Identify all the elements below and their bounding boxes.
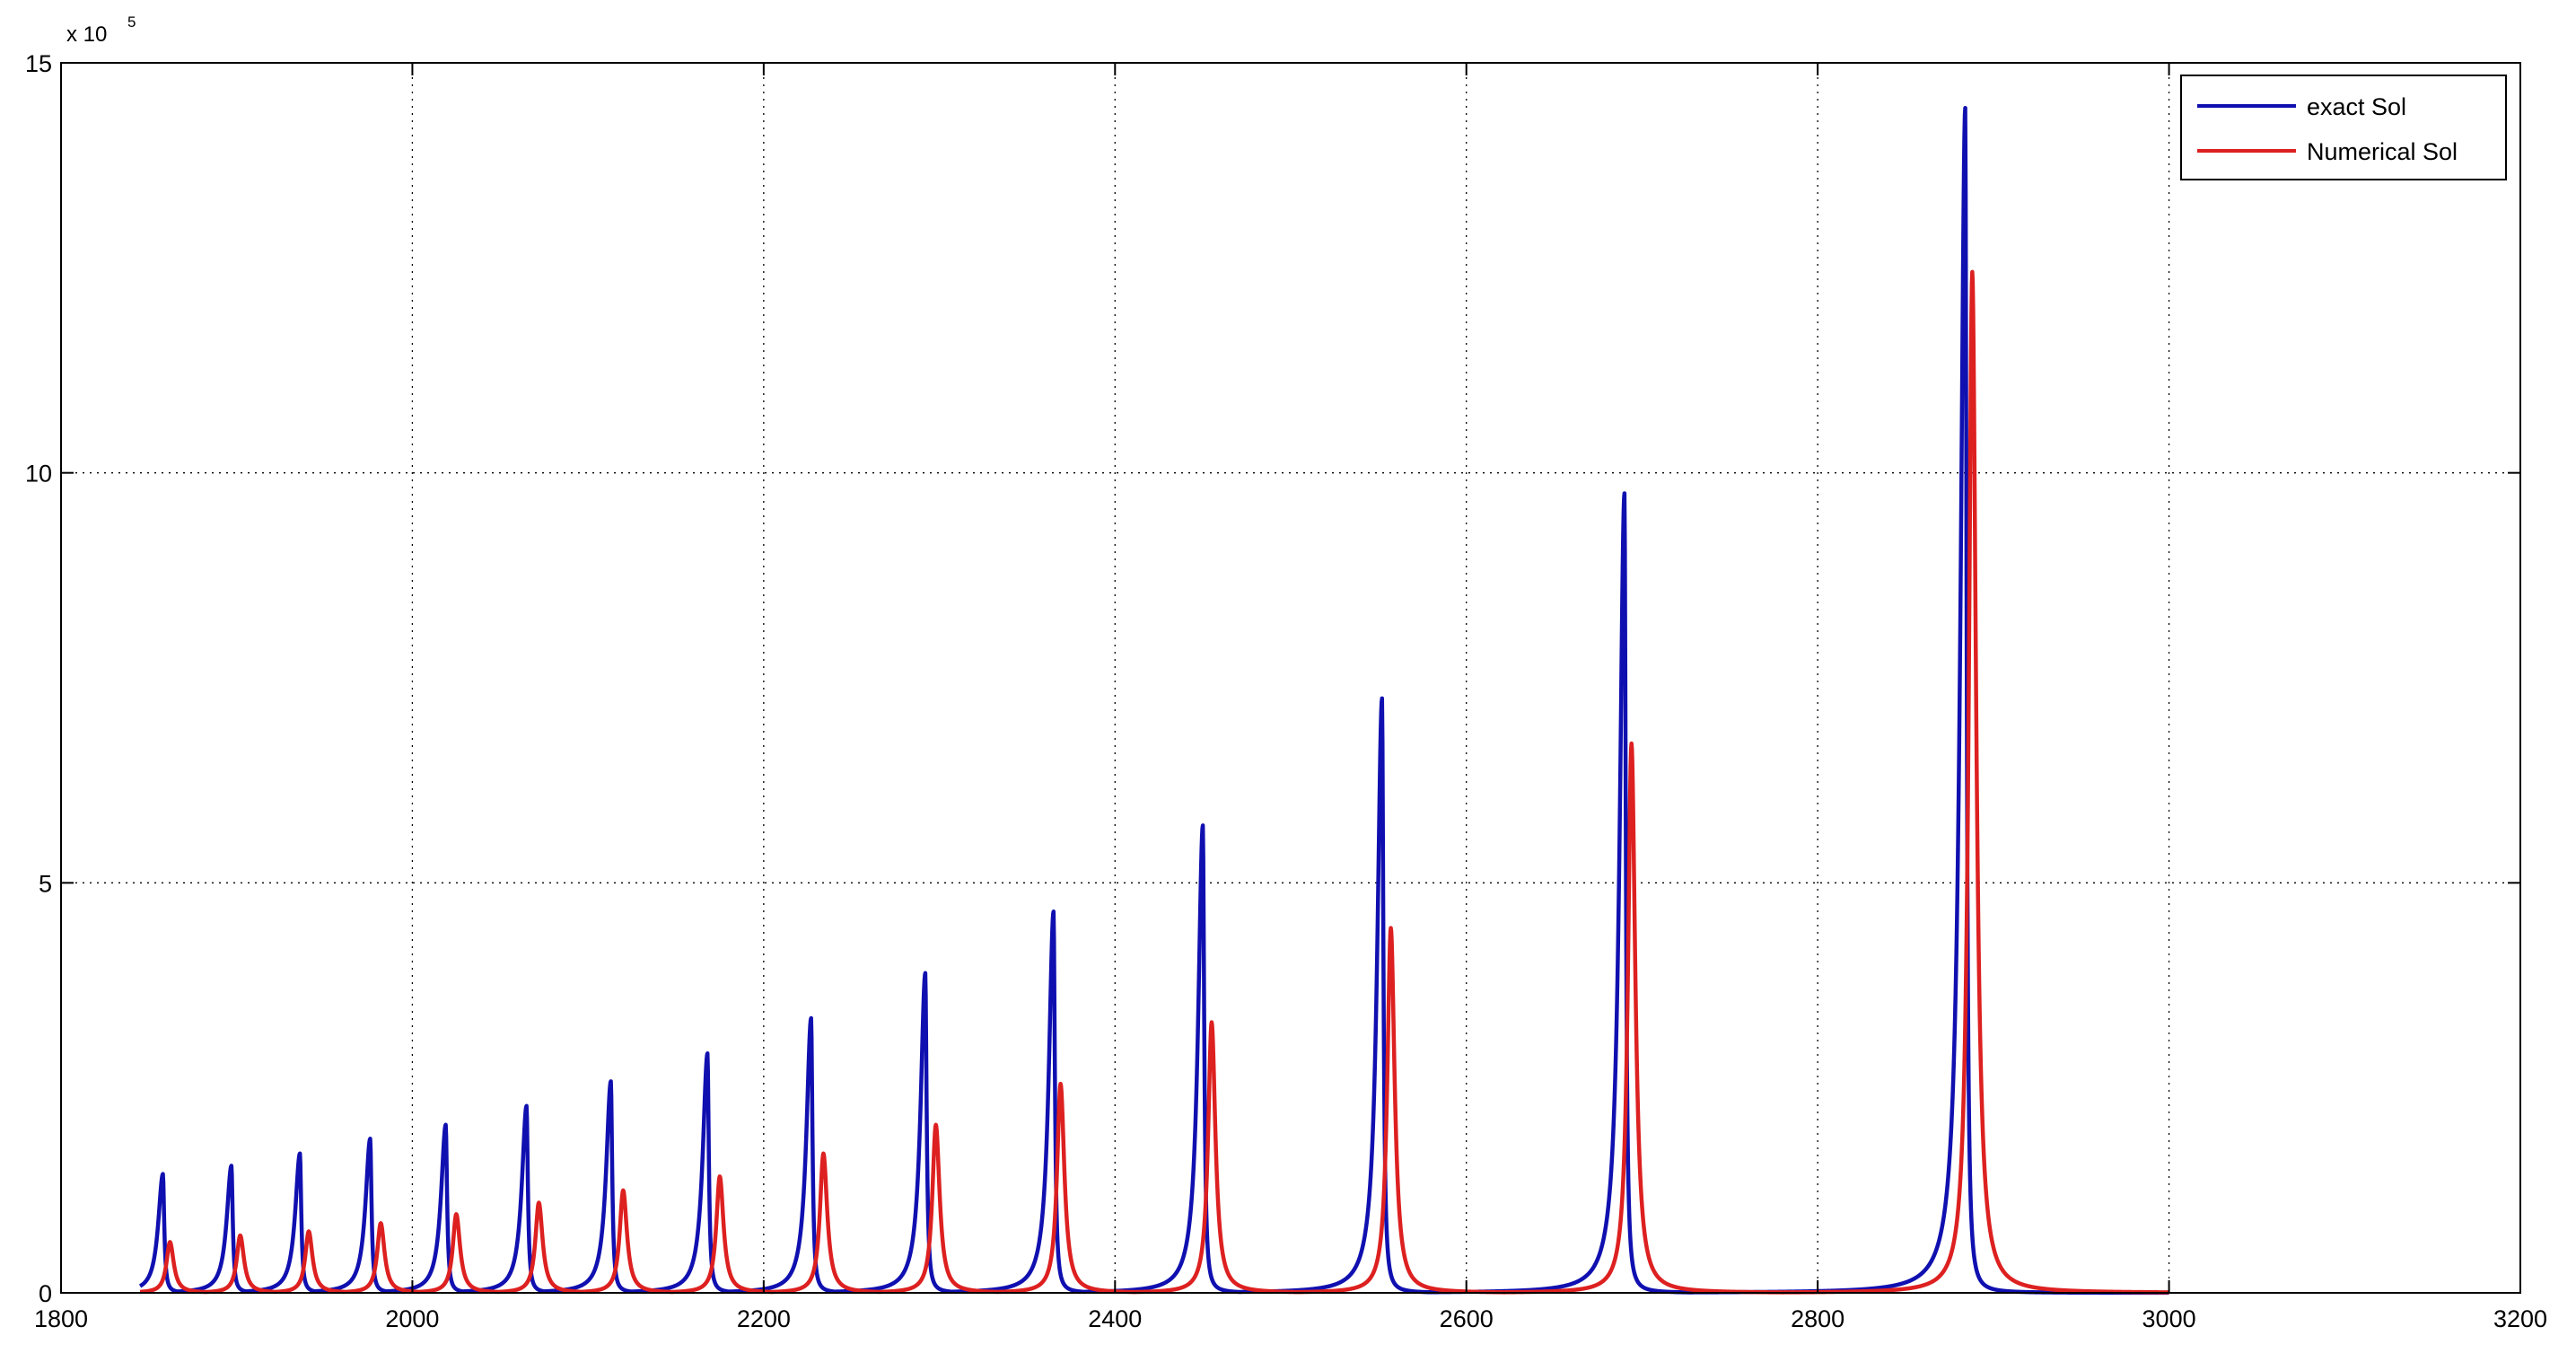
axes-box [60, 62, 2521, 1294]
y-tick-label: 15 [25, 50, 52, 77]
legend-box [2180, 75, 2507, 180]
x-tick-label: 1800 [34, 1305, 88, 1332]
grid-lines [61, 63, 2520, 1293]
legend: exact Sol Numerical Sol [2180, 75, 2507, 180]
y-tick-label: 10 [25, 461, 52, 488]
y-axis-tick-labels: 0 5 10 15 [25, 50, 52, 1307]
y-multiplier-label: x 10 [66, 22, 107, 47]
x-tick-label: 2800 [1791, 1305, 1844, 1332]
x-tick-label: 2400 [1088, 1305, 1142, 1332]
x-axis-tick-labels: 1800 2000 2200 2400 2600 2800 3000 3200 [34, 1305, 2547, 1332]
legend-label-exact: exact Sol [2307, 93, 2406, 120]
y-multiplier-exponent: 5 [127, 13, 136, 31]
x-tick-label: 2200 [737, 1305, 791, 1332]
y-tick-label: 0 [39, 1280, 52, 1307]
x-tick-label: 3000 [2142, 1305, 2196, 1332]
legend-label-numerical: Numerical Sol [2307, 138, 2458, 165]
y-tick-label: 5 [39, 870, 52, 897]
series-line-numerical [138, 269, 2171, 1295]
plot-area [138, 105, 2171, 1296]
x-tick-label: 3200 [2493, 1305, 2547, 1332]
x-tick-label: 2000 [385, 1305, 439, 1332]
x-tick-label: 2600 [1440, 1305, 1494, 1332]
axis-ticks [60, 62, 2521, 1294]
